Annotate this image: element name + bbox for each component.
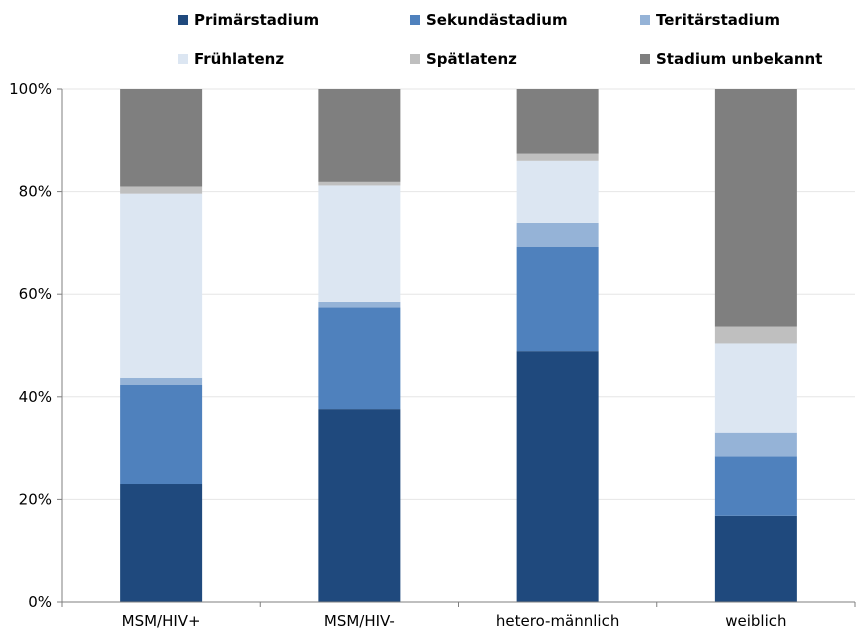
bar-segment-stadium-unbekannt-weiblich bbox=[714, 89, 797, 327]
legend-item-teritaerstadium: Teritärstadium bbox=[640, 11, 780, 29]
axes: 0% 20% 40% 60% 80% 100% MSM/HIV+ MSM/HIV-hetero… bbox=[9, 80, 856, 630]
legend-swatch bbox=[410, 54, 420, 64]
legend: Primärstadium Sekundästadium Teritärstadiu… bbox=[178, 11, 822, 68]
bar-segment-sekundaestadium-weiblich bbox=[714, 456, 797, 516]
legend-label: Primärstadium bbox=[194, 11, 319, 29]
y-tick-label: 60% bbox=[19, 285, 52, 303]
bar-segment-spaetlatenz-weiblich bbox=[714, 326, 797, 344]
y-tick-label: 0% bbox=[28, 593, 52, 611]
bar-segment-stadium-unbekannt-msm-hiv bbox=[318, 89, 401, 182]
bar-segment-stadium-unbekannt-hetero-maennlich bbox=[516, 89, 599, 154]
legend-item-fruehlatenz: Frühlatenz bbox=[178, 50, 284, 68]
bar-segment-spaetlatenz-msm-hiv bbox=[318, 181, 401, 186]
y-tick-label: 80% bbox=[19, 183, 52, 201]
x-category-label: weiblich bbox=[725, 612, 786, 630]
bar-segment-teritaerstadium-hetero-maennlich bbox=[516, 222, 599, 248]
bars bbox=[120, 89, 797, 602]
bar-segment-spaetlatenz-msm-hiv bbox=[120, 186, 203, 194]
bar-segment-spaetlatenz-hetero-maennlich bbox=[516, 153, 599, 161]
legend-label: Teritärstadium bbox=[656, 11, 780, 29]
bar-segment-primaerstadium-msm-hiv bbox=[318, 409, 401, 602]
bar-segment-primaerstadium-msm-hiv bbox=[120, 484, 203, 602]
legend-swatch bbox=[178, 54, 188, 64]
x-category-label: hetero-männlich bbox=[496, 612, 619, 630]
bar-segment-sekundaestadium-msm-hiv bbox=[318, 307, 401, 410]
legend-label: Frühlatenz bbox=[194, 50, 284, 68]
legend-swatch bbox=[640, 54, 650, 64]
bar-segment-fruehlatenz-msm-hiv bbox=[318, 185, 401, 302]
legend-label: Sekundästadium bbox=[426, 11, 568, 29]
legend-swatch bbox=[640, 15, 650, 25]
bar-segment-fruehlatenz-hetero-maennlich bbox=[516, 160, 599, 223]
bar-segment-primaerstadium-weiblich bbox=[714, 515, 797, 602]
legend-item-sekundaestadium: Sekundästadium bbox=[410, 11, 568, 29]
bar-segment-sekundaestadium-hetero-maennlich bbox=[516, 247, 599, 352]
bar-segment-stadium-unbekannt-msm-hiv bbox=[120, 89, 203, 187]
legend-swatch bbox=[410, 15, 420, 25]
bar-segment-fruehlatenz-weiblich bbox=[714, 343, 797, 433]
legend-item-spaetlatenz: Spätlatenz bbox=[410, 50, 517, 68]
legend-swatch bbox=[178, 15, 188, 25]
bar-segment-fruehlatenz-msm-hiv bbox=[120, 193, 203, 378]
bar-segment-primaerstadium-hetero-maennlich bbox=[516, 351, 599, 602]
y-tick-label: 20% bbox=[19, 490, 52, 508]
bar-segment-teritaerstadium-msm-hiv bbox=[120, 377, 203, 386]
bar-segment-sekundaestadium-msm-hiv bbox=[120, 385, 203, 485]
legend-item-primaerstadium: Primärstadium bbox=[178, 11, 319, 29]
x-category-label: MSM/HIV+ bbox=[122, 612, 201, 630]
y-tick-label: 40% bbox=[19, 388, 52, 406]
bar-segment-teritaerstadium-msm-hiv bbox=[318, 301, 401, 308]
x-category-label: MSM/HIV- bbox=[324, 612, 395, 630]
legend-label: Spätlatenz bbox=[426, 50, 517, 68]
y-tick-label: 100% bbox=[9, 80, 52, 98]
bar-segment-teritaerstadium-weiblich bbox=[714, 432, 797, 457]
legend-label: Stadium unbekannt bbox=[656, 50, 822, 68]
legend-item-stadium-unbekannt: Stadium unbekannt bbox=[640, 50, 822, 68]
